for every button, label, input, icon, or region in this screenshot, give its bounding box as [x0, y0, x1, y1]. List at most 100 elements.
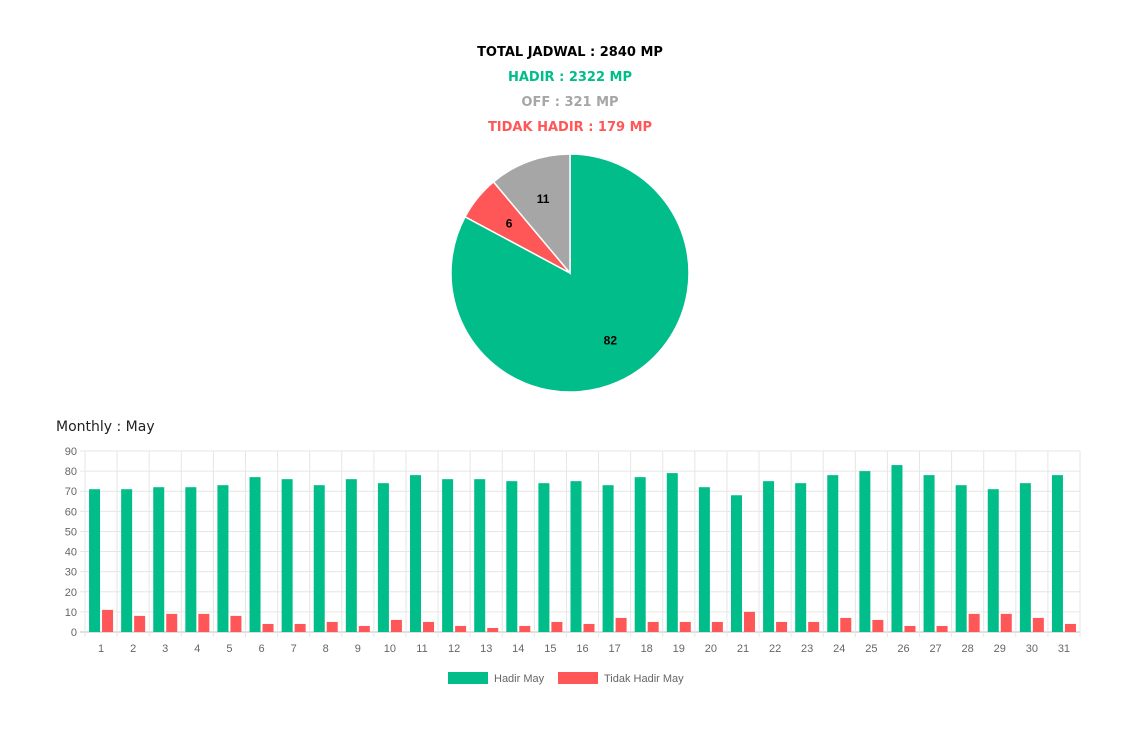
bar-tidak-hadir-day-10	[390, 619, 402, 632]
bar-tidak-hadir-day-26	[904, 625, 916, 632]
bar-hadir-day-15	[538, 483, 550, 632]
attendance-pie-chart: 82 6 11	[450, 153, 690, 393]
x-tick-label: 19	[673, 643, 685, 655]
bar-hadir-day-18	[634, 477, 646, 632]
bar-tidak-hadir-day-3	[166, 613, 178, 632]
bar-hadir-day-14	[506, 481, 518, 632]
x-tick-label: 14	[512, 643, 524, 655]
bar-tidak-hadir-day-13	[487, 627, 499, 632]
bar-tidak-hadir-day-14	[519, 625, 531, 632]
bar-hadir-day-3	[153, 487, 165, 632]
x-tick-label: 25	[865, 643, 877, 655]
bar-tidak-hadir-day-19	[679, 621, 691, 632]
x-tick-label: 5	[226, 643, 232, 655]
bar-tidak-hadir-day-31	[1064, 623, 1076, 632]
bar-hadir-day-20	[698, 487, 710, 632]
bar-tidak-hadir-day-7	[294, 623, 306, 632]
x-tick-label: 1	[98, 643, 104, 655]
legend-label-hadir: Hadir May	[494, 673, 545, 685]
bar-tidak-hadir-day-25	[872, 619, 884, 632]
x-tick-label: 29	[994, 643, 1006, 655]
x-tick-label: 10	[384, 643, 396, 655]
y-tick-label: 10	[65, 607, 77, 619]
bar-tidak-hadir-day-30	[1032, 617, 1044, 632]
legend-label-tidak-hadir: Tidak Hadir May	[604, 673, 684, 685]
y-tick-label: 50	[65, 526, 77, 538]
bar-tidak-hadir-day-4	[198, 613, 210, 632]
pie-label-tidak-hadir: 6	[506, 216, 513, 230]
bar-tidak-hadir-day-6	[262, 623, 274, 632]
summary-tidak-hadir: TIDAK HADIR : 179 MP	[487, 120, 653, 135]
bar-tidak-hadir-day-17	[615, 617, 627, 632]
x-tick-label: 13	[480, 643, 492, 655]
monthly-title: Monthly : May	[56, 419, 155, 435]
bar-tidak-hadir-day-16	[583, 623, 595, 632]
x-tick-label: 18	[641, 643, 653, 655]
summary-off: OFF : 321 MP	[521, 95, 619, 110]
x-tick-label: 7	[291, 643, 297, 655]
bar-hadir-day-27	[923, 475, 935, 632]
bar-hadir-day-6	[249, 477, 261, 632]
x-tick-label: 26	[897, 643, 909, 655]
bar-tidak-hadir-day-11	[423, 621, 435, 632]
bar-tidak-hadir-day-24	[840, 617, 852, 632]
x-tick-label: 23	[801, 643, 813, 655]
bar-hadir-day-10	[377, 483, 389, 632]
x-tick-label: 22	[769, 643, 781, 655]
bar-hadir-day-22	[763, 481, 775, 632]
x-tick-label: 8	[323, 643, 329, 655]
bar-hadir-day-8	[313, 485, 325, 632]
y-tick-label: 70	[65, 486, 77, 498]
y-tick-label: 80	[65, 466, 77, 478]
bar-hadir-day-9	[345, 479, 357, 632]
x-tick-label: 31	[1058, 643, 1070, 655]
y-tick-label: 60	[65, 506, 77, 518]
bar-hadir-day-7	[281, 479, 293, 632]
bar-tidak-hadir-day-20	[711, 621, 723, 632]
x-tick-label: 11	[416, 643, 427, 655]
bar-tidak-hadir-day-1	[102, 609, 114, 632]
summary-hadir: HADIR : 2322 MP	[507, 70, 632, 85]
x-tick-label: 3	[162, 643, 168, 655]
y-tick-label: 30	[65, 567, 77, 579]
bar-hadir-day-28	[955, 485, 967, 632]
legend-swatch-hadir	[448, 672, 488, 684]
bar-tidak-hadir-day-8	[326, 621, 338, 632]
y-tick-label: 20	[65, 587, 77, 599]
bar-hadir-day-31	[1051, 475, 1063, 632]
y-tick-label: 0	[71, 627, 77, 639]
x-tick-label: 30	[1026, 643, 1038, 655]
x-tick-label: 27	[929, 643, 941, 655]
x-tick-label: 24	[833, 643, 845, 655]
x-tick-label: 17	[608, 643, 620, 655]
bar-tidak-hadir-day-9	[358, 625, 370, 632]
bar-tidak-hadir-day-15	[551, 621, 563, 632]
y-tick-label: 40	[65, 547, 77, 559]
bar-tidak-hadir-day-27	[936, 625, 948, 632]
bar-hadir-day-25	[859, 471, 871, 632]
bar-tidak-hadir-day-29	[1000, 613, 1012, 632]
bar-hadir-day-21	[730, 495, 742, 632]
summary-total: TOTAL JADWAL : 2840 MP	[477, 45, 663, 60]
bar-tidak-hadir-day-22	[776, 621, 788, 632]
bar-tidak-hadir-day-5	[230, 615, 242, 632]
bar-tidak-hadir-day-12	[455, 625, 467, 632]
bar-hadir-day-24	[827, 475, 839, 632]
pie-label-hadir: 82	[604, 333, 618, 347]
bar-tidak-hadir-day-23	[808, 621, 820, 632]
x-tick-label: 6	[258, 643, 264, 655]
bar-hadir-day-2	[121, 489, 133, 632]
bar-hadir-day-4	[185, 487, 197, 632]
x-tick-label: 20	[705, 643, 717, 655]
bar-hadir-day-13	[474, 479, 486, 632]
x-tick-label: 16	[576, 643, 588, 655]
bar-hadir-day-16	[570, 481, 582, 632]
bar-hadir-day-23	[795, 483, 807, 632]
x-tick-label: 9	[355, 643, 361, 655]
bar-hadir-day-12	[442, 479, 454, 632]
x-tick-label: 21	[737, 643, 749, 655]
bar-hadir-day-26	[891, 465, 903, 632]
bar-hadir-day-11	[410, 475, 422, 632]
bar-hadir-day-17	[602, 485, 614, 632]
